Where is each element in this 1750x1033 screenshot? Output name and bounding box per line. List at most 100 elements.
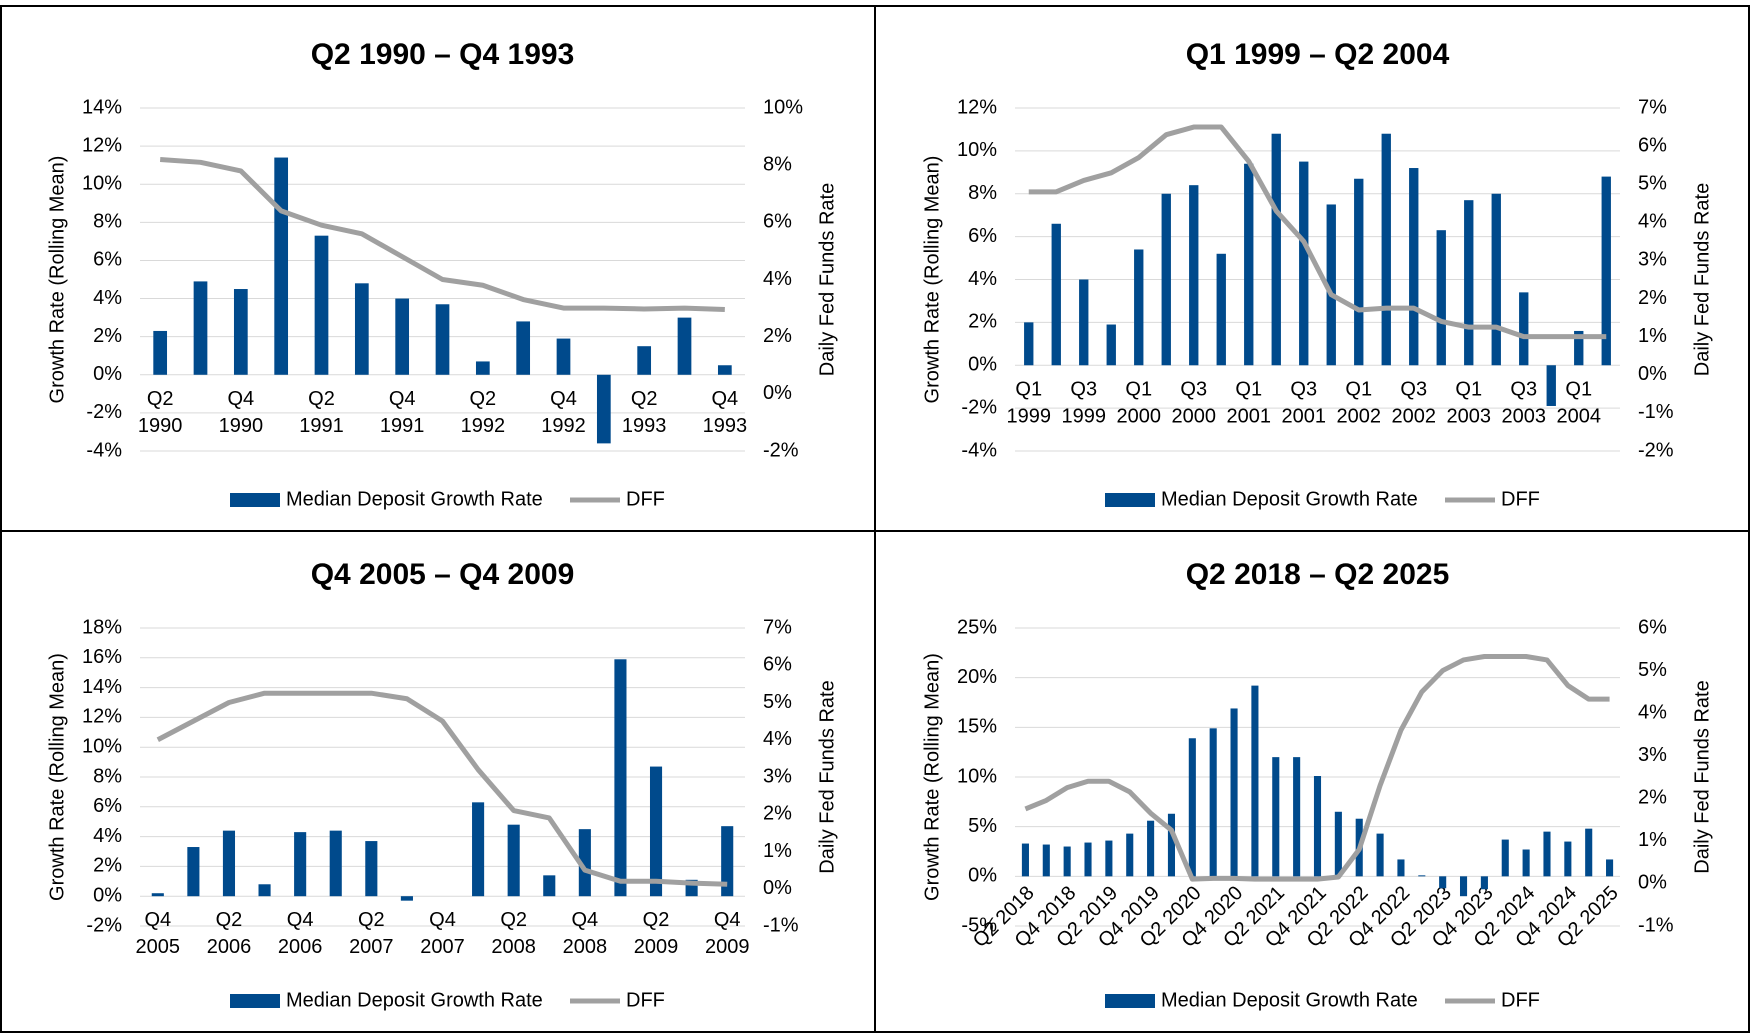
bar xyxy=(475,361,490,375)
bar xyxy=(1105,840,1113,877)
bar xyxy=(1051,223,1061,366)
bar xyxy=(365,841,378,897)
x-tick-label: Q2 2006 xyxy=(207,909,252,958)
y2-tick-label: -1% xyxy=(1638,914,1674,936)
y2-tick-label: 10% xyxy=(763,96,803,118)
bar xyxy=(1334,811,1342,877)
y-tick-label: 8% xyxy=(93,211,122,233)
y-tick-label: 4% xyxy=(93,287,122,309)
bar xyxy=(1147,820,1155,877)
bar xyxy=(721,826,734,897)
legend-label: DFF xyxy=(1501,488,1540,510)
y2-tick-label: 0% xyxy=(763,382,792,404)
y2-axis-title: Daily Fed Funds Rate xyxy=(1691,183,1713,376)
bar xyxy=(222,830,236,897)
bar xyxy=(151,893,164,897)
bar xyxy=(1418,875,1426,877)
y2-tick-label: 1% xyxy=(1638,325,1667,347)
legend-label: Median Deposit Growth Rate xyxy=(286,989,543,1011)
y2-tick-label: 0% xyxy=(1638,872,1667,894)
bar xyxy=(1522,849,1530,877)
bar xyxy=(1436,230,1446,366)
bar xyxy=(1079,279,1089,366)
y-axis-title: Growth Rate (Rolling Mean) xyxy=(46,653,68,901)
bar xyxy=(578,829,591,897)
y-tick-label: 2% xyxy=(968,311,997,333)
y-tick-label: 14% xyxy=(82,96,122,118)
y-tick-label: 25% xyxy=(957,616,997,638)
x-tick-label: Q4 2005 xyxy=(136,909,181,958)
chart-title: Q4 2005 – Q4 2009 xyxy=(311,558,575,591)
bar xyxy=(1021,843,1029,877)
chart-title: Q2 2018 – Q2 2025 xyxy=(1186,558,1450,591)
x-tick-label: Q2 2008 xyxy=(491,909,536,958)
x-tick-label: Q4 1993 xyxy=(703,388,748,437)
bar xyxy=(1188,738,1196,877)
bar xyxy=(1189,185,1199,366)
bar xyxy=(1042,844,1050,877)
y-tick-label: 10% xyxy=(957,765,997,787)
bar xyxy=(354,283,369,375)
y-tick-label: 4% xyxy=(93,825,122,847)
y2-tick-label: 8% xyxy=(763,153,792,175)
bar xyxy=(233,289,248,375)
y-tick-label: 2% xyxy=(93,325,122,347)
bar xyxy=(1251,685,1259,877)
legend-label: Median Deposit Growth Rate xyxy=(1161,989,1418,1011)
bar xyxy=(717,365,732,375)
y2-tick-label: 2% xyxy=(763,325,792,347)
bar xyxy=(1299,161,1309,366)
y2-tick-label: 3% xyxy=(763,765,792,787)
x-tick-label: Q4 2007 xyxy=(420,909,465,958)
x-tick-label: Q3 2001 xyxy=(1282,378,1327,427)
bar xyxy=(1480,876,1488,890)
bar xyxy=(1084,842,1092,877)
bar xyxy=(1574,330,1584,366)
y2-axis-title: Daily Fed Funds Rate xyxy=(816,680,838,873)
y2-tick-label: 6% xyxy=(763,211,792,233)
y-tick-label: 5% xyxy=(968,815,997,837)
bar xyxy=(274,157,289,375)
legend-label: DFF xyxy=(1501,989,1540,1011)
x-tick-label: Q1 2003 xyxy=(1447,378,1492,427)
y-tick-label: 12% xyxy=(82,706,122,728)
bar xyxy=(153,330,168,375)
bar xyxy=(294,832,307,897)
y-axis-title: Growth Rate (Rolling Mean) xyxy=(921,156,943,404)
line-series xyxy=(159,156,725,313)
bar xyxy=(329,830,342,897)
y2-tick-label: 2% xyxy=(1638,287,1667,309)
bar xyxy=(1272,757,1280,877)
bar xyxy=(314,235,329,375)
bar xyxy=(1134,249,1144,366)
y2-tick-label: 5% xyxy=(763,691,792,713)
y-tick-label: 0% xyxy=(968,354,997,376)
y2-axis-title: Daily Fed Funds Rate xyxy=(1691,680,1713,873)
y2-tick-label: 1% xyxy=(1638,829,1667,851)
bar xyxy=(1606,859,1614,877)
y-tick-label: -5% xyxy=(961,914,997,936)
y-tick-label: -2% xyxy=(86,914,122,936)
x-tick-label: Q2 2007 xyxy=(349,909,394,958)
x-tick-label: Q3 1999 xyxy=(1062,378,1107,427)
bar xyxy=(516,321,531,375)
bar xyxy=(1161,193,1171,366)
bar xyxy=(1313,776,1322,877)
y2-axis-title: Daily Fed Funds Rate xyxy=(816,183,838,376)
y-tick-label: 15% xyxy=(957,716,997,738)
y-tick-label: 0% xyxy=(968,865,997,887)
bar xyxy=(1216,253,1226,366)
x-tick-label: Q2 1990 xyxy=(138,388,183,437)
y2-tick-label: 4% xyxy=(1638,211,1667,233)
x-tick-label: Q3 2003 xyxy=(1502,378,1547,427)
y2-tick-label: 6% xyxy=(763,654,792,676)
chart-panel: Q1 1999 – Q2 2004 -4% -2% 0% 2% 4% 6% 8% 10% 12% -… xyxy=(921,38,1713,510)
y-tick-label: 6% xyxy=(93,795,122,817)
bar xyxy=(556,338,571,375)
bar xyxy=(1293,757,1301,877)
x-tick-label: Q2 1992 xyxy=(461,388,506,437)
y-tick-label: 6% xyxy=(968,225,997,247)
chart-panel: Q4 2005 – Q4 2009 -2% 0% 2% 4% 6% 8% 10% 12% 14% 1… xyxy=(46,558,838,1011)
